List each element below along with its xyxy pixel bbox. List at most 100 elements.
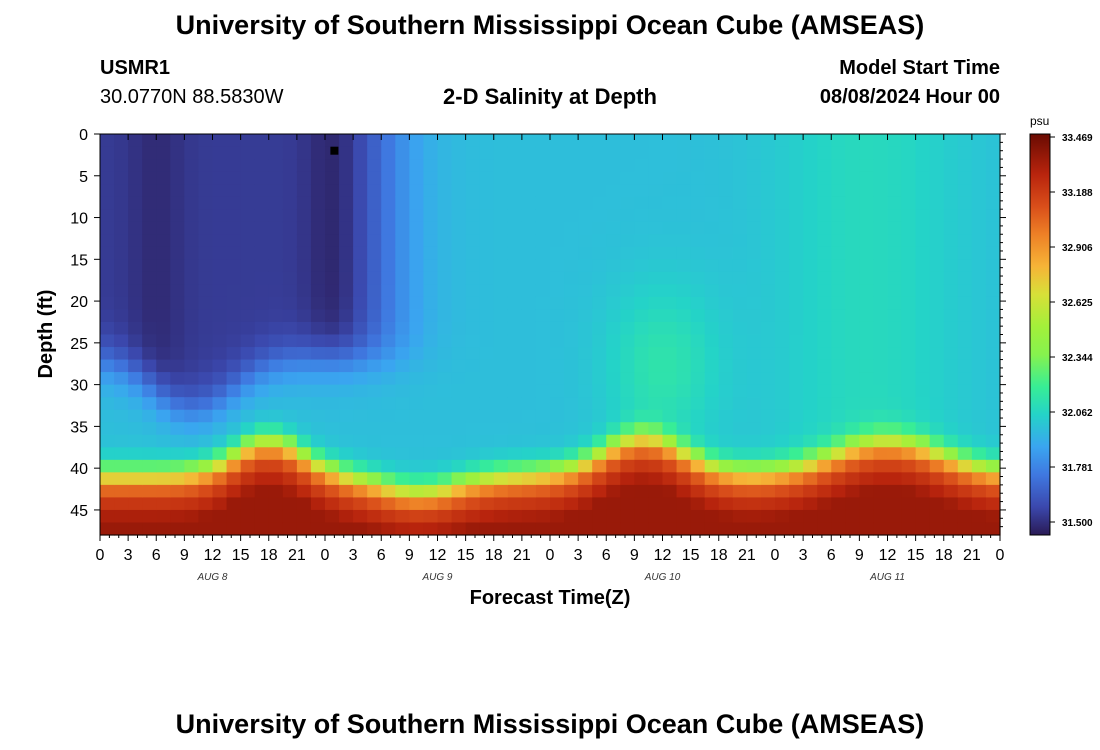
heatmap-cell bbox=[662, 434, 678, 448]
heatmap-cell bbox=[859, 159, 875, 173]
heatmap-cell bbox=[817, 196, 832, 210]
heatmap-cell bbox=[493, 171, 509, 185]
heatmap-cell bbox=[704, 434, 720, 448]
heatmap-cell bbox=[381, 171, 396, 185]
heatmap-cell bbox=[268, 259, 284, 273]
heatmap-cell bbox=[156, 271, 171, 285]
y-tick-label: 30 bbox=[70, 378, 88, 395]
heatmap-cell bbox=[114, 484, 129, 499]
heatmap-cell bbox=[535, 384, 551, 398]
heatmap-cell bbox=[929, 384, 945, 398]
heatmap-cell bbox=[957, 334, 973, 348]
heatmap-cell bbox=[282, 409, 298, 423]
heatmap-cell bbox=[718, 321, 734, 336]
heatmap-cell bbox=[325, 497, 340, 511]
heatmap-cell bbox=[732, 409, 748, 423]
heatmap-cell bbox=[451, 309, 467, 323]
heatmap-cell bbox=[564, 384, 579, 398]
heatmap-cell bbox=[423, 497, 439, 511]
heatmap-cell bbox=[564, 397, 579, 411]
heatmap-cell bbox=[817, 397, 832, 411]
heatmap-cell bbox=[662, 522, 678, 536]
heatmap-cell bbox=[690, 472, 706, 486]
heatmap-cell bbox=[128, 422, 143, 436]
heatmap-cell bbox=[901, 159, 917, 173]
heatmap-cell bbox=[521, 434, 537, 448]
heatmap-cell bbox=[718, 459, 734, 473]
heatmap-cell bbox=[676, 472, 692, 486]
heatmap-cell bbox=[381, 284, 396, 298]
heatmap-cell bbox=[325, 397, 340, 411]
heatmap-cell bbox=[985, 497, 1001, 511]
heatmap-cell bbox=[254, 347, 270, 361]
heatmap-cell bbox=[381, 196, 396, 210]
heatmap-cell bbox=[971, 196, 987, 210]
heatmap-cell bbox=[971, 234, 987, 248]
heatmap-cell bbox=[282, 146, 298, 160]
heatmap-cell bbox=[648, 472, 664, 486]
heatmap-cell bbox=[817, 184, 832, 198]
heatmap-cell bbox=[578, 271, 593, 285]
x-tick-label: 0 bbox=[771, 547, 780, 564]
heatmap-cell bbox=[156, 497, 171, 511]
heatmap-cell bbox=[367, 459, 382, 473]
heatmap-cell bbox=[409, 134, 425, 148]
heatmap-cell bbox=[662, 296, 678, 311]
heatmap-cell bbox=[212, 484, 228, 499]
heatmap-cell bbox=[704, 472, 720, 486]
heatmap-cell bbox=[100, 309, 115, 323]
heatmap-cell bbox=[732, 221, 748, 235]
heatmap-cell bbox=[901, 234, 917, 248]
heatmap-cell bbox=[142, 372, 157, 386]
heatmap-cell bbox=[353, 522, 368, 536]
heatmap-cell bbox=[437, 434, 453, 448]
heatmap-cell bbox=[310, 221, 326, 235]
heatmap-cell bbox=[535, 522, 551, 536]
heatmap-cell bbox=[479, 296, 495, 311]
heatmap-cell bbox=[423, 347, 439, 361]
heatmap-cell bbox=[325, 196, 340, 210]
heatmap-cell bbox=[592, 347, 607, 361]
heatmap-cell bbox=[226, 359, 242, 373]
heatmap-cell bbox=[170, 309, 185, 323]
heatmap-cell bbox=[690, 196, 706, 210]
heatmap-cell bbox=[648, 497, 664, 511]
heatmap-cell bbox=[732, 321, 748, 336]
heatmap-cell bbox=[353, 234, 368, 248]
heatmap-cell bbox=[100, 522, 115, 536]
x-tick-label: 15 bbox=[907, 547, 925, 564]
heatmap-cell bbox=[901, 459, 917, 473]
x-tick-label: 12 bbox=[204, 547, 222, 564]
heatmap-cell bbox=[128, 146, 143, 160]
heatmap-cell bbox=[606, 159, 621, 173]
heatmap-cell bbox=[929, 296, 945, 311]
heatmap-cell bbox=[254, 309, 270, 323]
heatmap-cell bbox=[803, 459, 818, 473]
heatmap-cell bbox=[648, 372, 664, 386]
heatmap-cell bbox=[550, 246, 565, 260]
heatmap-cell bbox=[606, 434, 621, 448]
heatmap-cell bbox=[789, 509, 804, 524]
heatmap-cell bbox=[831, 347, 846, 361]
heatmap-cell bbox=[114, 234, 129, 248]
heatmap-cell bbox=[550, 509, 565, 524]
heatmap-cell bbox=[142, 409, 157, 423]
heatmap-cell bbox=[803, 522, 818, 536]
heatmap-cell bbox=[873, 246, 889, 260]
heatmap-cell bbox=[564, 221, 579, 235]
heatmap-cell bbox=[718, 409, 734, 423]
heatmap-cell bbox=[409, 209, 425, 223]
heatmap-cell bbox=[592, 459, 607, 473]
heatmap-cell bbox=[507, 196, 523, 210]
heatmap-cell bbox=[479, 259, 495, 273]
heatmap-cell bbox=[493, 334, 509, 348]
heatmap-cell bbox=[507, 447, 523, 461]
heatmap-cell bbox=[381, 459, 396, 473]
heatmap-cell bbox=[142, 397, 157, 411]
heatmap-cell bbox=[479, 159, 495, 173]
heatmap-cell bbox=[367, 372, 382, 386]
heatmap-cell bbox=[985, 459, 1001, 473]
heatmap-cell bbox=[718, 509, 734, 524]
heatmap-cell bbox=[887, 284, 903, 298]
heatmap-cell bbox=[746, 409, 762, 423]
